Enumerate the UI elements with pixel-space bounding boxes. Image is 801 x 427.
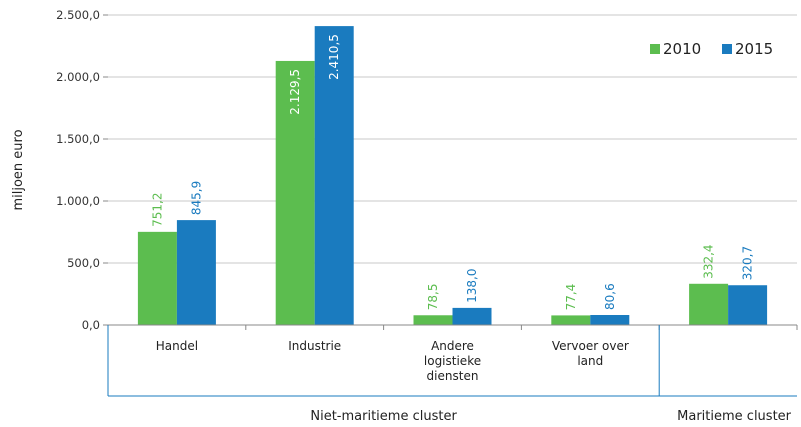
data-label: 320,7	[741, 246, 755, 280]
data-label: 751,2	[150, 192, 164, 226]
category-label-line: Andere	[431, 339, 474, 353]
legend-label: 2010	[663, 40, 701, 58]
data-label: 138,0	[465, 269, 479, 303]
category-label: Vervoer over land	[552, 339, 629, 368]
category-label: Andere logistieke diensten	[424, 339, 481, 383]
y-axis-ticks: 0,0 500,0 1.000,0 1.500,0 2.000,0 2.500,0	[56, 8, 108, 332]
legend-label: 2015	[735, 40, 773, 58]
group-label: Maritieme cluster	[677, 409, 792, 424]
category-label-line: land	[577, 354, 603, 368]
data-label: 77,4	[564, 284, 578, 311]
data-label: 332,4	[702, 244, 716, 278]
data-label: 845,9	[189, 181, 203, 215]
y-tick-label: 500,0	[67, 256, 100, 270]
bar-2015	[314, 26, 354, 326]
data-label: 78,5	[426, 284, 440, 311]
group-labels: Niet-maritieme cluster Maritieme cluster	[310, 409, 791, 424]
bar-2015	[728, 285, 768, 325]
data-label: 2.410,5	[327, 34, 341, 80]
y-tick-label: 2.000,0	[56, 70, 100, 84]
bar-2010	[137, 231, 177, 325]
bar-2010	[275, 60, 315, 325]
category-label-line: Handel	[156, 339, 198, 353]
legend: 2010 2015	[650, 40, 773, 58]
category-label-line: logistieke	[424, 354, 481, 368]
bar-2010	[413, 315, 453, 325]
bar-2015	[176, 220, 216, 325]
y-tick-label: 0,0	[82, 318, 100, 332]
data-label: 2.129,5	[288, 69, 302, 115]
bars	[137, 26, 768, 326]
legend-swatch	[650, 44, 660, 54]
x-axis	[107, 324, 798, 397]
bar-2010	[689, 283, 729, 325]
bar-2015	[452, 307, 492, 325]
category-label-line: Industrie	[288, 339, 341, 353]
group-label: Niet-maritieme cluster	[310, 409, 457, 424]
category-label: Handel	[156, 339, 198, 353]
category-label: Industrie	[288, 339, 341, 353]
category-label-line: Vervoer over	[552, 339, 629, 353]
data-labels: 751,2 845,9 2.129,5 2.410,5 78,5 138,0 77,4 80,…	[150, 34, 754, 310]
y-tick-label: 1.500,0	[56, 132, 100, 146]
bar-2015	[590, 315, 630, 325]
bar-2010	[551, 315, 591, 325]
y-tick-label: 1.000,0	[56, 194, 100, 208]
category-label-line: diensten	[427, 369, 479, 383]
legend-swatch	[722, 44, 732, 54]
y-tick-label: 2.500,0	[56, 8, 100, 22]
y-axis-label: miljoen euro	[11, 129, 26, 210]
category-labels: Handel Industrie Andere logistieke diensten V…	[156, 339, 629, 383]
data-label: 80,6	[603, 283, 617, 310]
